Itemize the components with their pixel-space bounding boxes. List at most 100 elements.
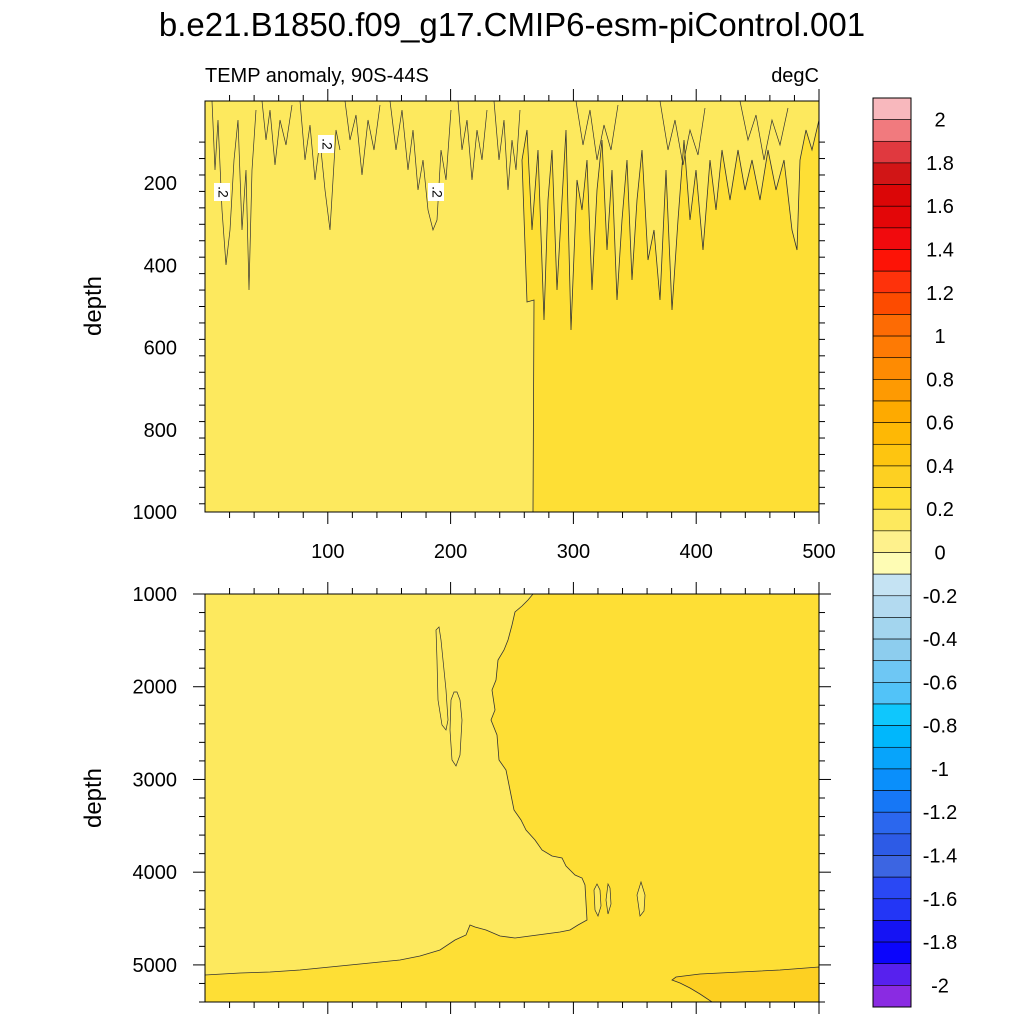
colorbar-swatch bbox=[872, 162, 912, 185]
colorbar-label: 0.8 bbox=[926, 369, 954, 391]
y-tick-label: 1000 bbox=[133, 502, 178, 524]
upper-panel: .2 .2 .2 100 200 300 400 500 200 400 600 800 1000… bbox=[80, 89, 836, 563]
colorbar-label: 1.6 bbox=[926, 196, 954, 218]
y-tick-label: 800 bbox=[144, 420, 177, 442]
lower-island-4 bbox=[605, 882, 612, 915]
x-tick-label: 200 bbox=[434, 541, 467, 563]
upper-region-high bbox=[521, 119, 819, 512]
colorbar-label: -1.4 bbox=[923, 846, 957, 868]
colorbar-swatch bbox=[872, 443, 912, 467]
colorbar-frame bbox=[872, 97, 912, 1008]
colorbar-swatch bbox=[872, 335, 912, 359]
colorbar-swatch bbox=[872, 97, 912, 120]
colorbar-label: 1.8 bbox=[926, 153, 954, 175]
colorbar-label: -0.6 bbox=[923, 672, 957, 694]
contour-label: .2 bbox=[319, 138, 335, 150]
colorbar-label: -1 bbox=[931, 759, 949, 781]
colorbar-swatch bbox=[872, 876, 912, 900]
colorbar-swatch bbox=[872, 898, 912, 921]
lower-region-high bbox=[205, 594, 819, 1002]
y-tick-label: 5000 bbox=[133, 955, 178, 977]
contour-label: .2 bbox=[215, 186, 231, 198]
colorbar-label: 2 bbox=[934, 110, 945, 132]
colorbar-label: 1.2 bbox=[926, 283, 954, 305]
colorbar-label: -1.6 bbox=[923, 889, 957, 911]
y-tick-label: 200 bbox=[144, 173, 177, 195]
colorbar-swatch bbox=[872, 552, 912, 575]
lower-island-5 bbox=[636, 880, 646, 917]
colorbar-swatch bbox=[872, 941, 912, 965]
subtitle-right: degC bbox=[771, 65, 819, 87]
colorbar-label: -0.4 bbox=[923, 629, 957, 651]
colorbar-swatch bbox=[872, 811, 912, 835]
colorbar-swatch bbox=[872, 833, 912, 856]
lower-island-3 bbox=[593, 883, 602, 917]
y-tick-label: 4000 bbox=[133, 862, 178, 884]
colorbar-swatch bbox=[872, 703, 912, 726]
colorbar-label: -0.8 bbox=[923, 716, 957, 738]
x-tick-label: 100 bbox=[311, 541, 344, 563]
colorbar-swatch bbox=[872, 487, 912, 510]
colorbar-swatch bbox=[872, 357, 912, 380]
colorbar-swatch bbox=[872, 768, 912, 791]
colorbar-swatch bbox=[872, 249, 912, 272]
y-tick-label: 2000 bbox=[133, 677, 178, 699]
x-tick-label: 400 bbox=[680, 541, 713, 563]
colorbar-swatch bbox=[872, 725, 912, 748]
colorbar-label: 1 bbox=[934, 326, 945, 348]
colorbar-swatch bbox=[872, 227, 912, 250]
colorbar-label: 0.2 bbox=[926, 499, 954, 521]
y-tick-label: 400 bbox=[144, 255, 177, 277]
colorbar-swatch bbox=[872, 573, 912, 597]
contour-label-box bbox=[318, 135, 334, 153]
colorbar-swatch bbox=[872, 682, 912, 705]
lower-island-1 bbox=[435, 626, 449, 731]
lower-panel: 1000 2000 3000 4000 5000 depth bbox=[80, 582, 831, 1014]
lower-region-higher bbox=[671, 966, 819, 1002]
colorbar-label: -2 bbox=[931, 975, 949, 997]
colorbar-swatch bbox=[872, 140, 912, 164]
colorbar-swatch bbox=[872, 314, 912, 337]
colorbar-swatch bbox=[872, 292, 912, 315]
colorbar-swatch bbox=[872, 530, 912, 553]
colorbar-swatch bbox=[872, 790, 912, 813]
lower-ylabel: depth bbox=[80, 768, 107, 828]
upper-ylabel: depth bbox=[80, 276, 107, 336]
subtitle-left: TEMP anomaly, 90S-44S bbox=[205, 65, 429, 87]
colorbar-swatch bbox=[872, 119, 912, 142]
colorbar-swatch bbox=[872, 508, 912, 532]
contour-label-box bbox=[214, 183, 230, 201]
colorbar-swatch bbox=[872, 184, 912, 207]
colorbar-label: 1.4 bbox=[926, 240, 954, 262]
colorbar-swatch bbox=[872, 205, 912, 229]
colorbar-swatch bbox=[872, 963, 912, 986]
lower-island-2 bbox=[449, 691, 463, 767]
chart-title: b.e21.B1850.f09_g17.CMIP6-esm-piControl.… bbox=[159, 6, 865, 43]
colorbar-swatch bbox=[872, 270, 912, 294]
upper-contour-wisps bbox=[211, 101, 789, 291]
colorbar-label: -1.8 bbox=[923, 932, 957, 954]
colorbar-swatch bbox=[872, 855, 912, 878]
colorbar-swatch bbox=[872, 746, 912, 770]
lower-ticks: 1000 2000 3000 4000 5000 bbox=[133, 582, 831, 1014]
colorbar-swatch bbox=[872, 638, 912, 662]
colorbar-swatch bbox=[872, 920, 912, 943]
contour-label: .2 bbox=[429, 186, 445, 198]
colorbar-swatch bbox=[872, 400, 912, 423]
colorbar-swatch bbox=[872, 379, 912, 402]
colorbar: 2 1.8 1.6 1.4 1.2 1 0.8 0.6 0.4 0.2 0 -0.2 -0.4 -0.6 -… bbox=[872, 97, 957, 1008]
y-tick-label: 3000 bbox=[133, 769, 178, 791]
contour-label-box bbox=[428, 183, 444, 201]
colorbar-label: -1.2 bbox=[923, 802, 957, 824]
x-tick-label: 500 bbox=[802, 541, 835, 563]
x-tick-label: 300 bbox=[557, 541, 590, 563]
colorbar-swatch bbox=[872, 595, 912, 618]
colorbar-swatch bbox=[872, 617, 912, 640]
colorbar-swatch bbox=[872, 422, 912, 445]
colorbar-label: 0 bbox=[934, 543, 945, 565]
upper-ticks: 100 200 300 400 500 200 400 600 800 1000 bbox=[133, 89, 836, 563]
colorbar-label: -0.2 bbox=[923, 586, 957, 608]
colorbar-swatch bbox=[872, 985, 912, 1008]
y-tick-label: 600 bbox=[144, 338, 177, 360]
